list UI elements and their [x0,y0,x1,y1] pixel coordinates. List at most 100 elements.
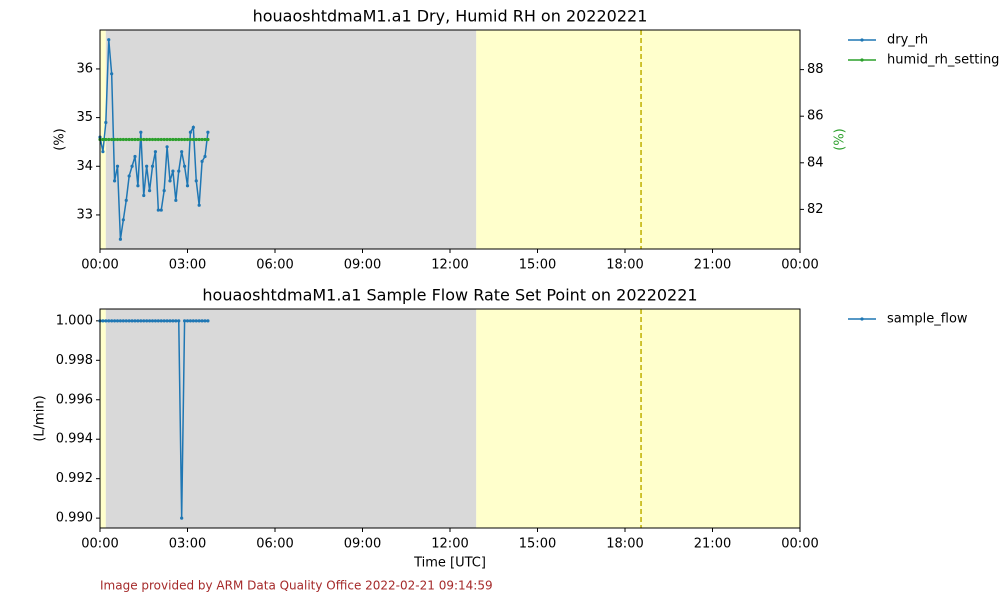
data-point [121,137,125,142]
x-tick-label: 15:00 [519,258,556,273]
data-point [162,319,166,323]
y-tick-label: 0.992 [56,471,93,486]
data-point [147,189,152,193]
x-axis-label: Time [UTC] [413,556,486,571]
data-point [174,198,178,202]
data-point [180,137,184,142]
y-tick-label: 0.996 [56,392,93,407]
data-point [124,198,128,202]
x-tick-label: 21:00 [694,537,731,552]
data-point [133,319,137,323]
series-line [99,39,209,240]
data-point [171,137,175,142]
x-tick-label: 18:00 [606,258,643,273]
data-point [147,319,152,323]
data-point [130,319,134,323]
x-tick-label: 00:00 [81,537,118,552]
data-point [191,319,195,323]
data-point [156,137,160,142]
data-point [118,237,123,241]
data-point [112,319,117,323]
data-point [118,319,123,323]
data-point [177,319,181,323]
data-point [180,516,184,520]
data-point [177,137,181,142]
x-tick-label: 00:00 [781,258,818,273]
data-point [200,159,204,163]
x-tick-label: 00:00 [81,258,118,273]
y-tick-label: 0.994 [56,432,93,447]
data-point [142,137,146,142]
data-point [182,137,187,142]
plot-frame [99,29,801,250]
data-point [191,137,195,142]
data-point [150,137,155,142]
data-point [121,218,125,222]
data-point [118,137,123,142]
data-point [203,137,207,142]
data-point [159,208,163,212]
data-point [112,137,117,142]
data-point [153,150,158,154]
data-point [130,137,134,142]
data-point [130,164,134,168]
x-tick-label: 09:00 [344,537,381,552]
x-tick-label: 00:00 [781,537,818,552]
data-point [115,164,120,168]
x-tick-label: 15:00 [519,537,556,552]
data-point [101,319,105,323]
data-point [112,179,117,183]
data-point [110,137,114,142]
y-tick-label: 35 [76,110,93,125]
chart-title: houaoshtdmaM1.a1 Sample Flow Rate Set Po… [202,286,697,305]
y2-axis-label: (%) [833,128,848,151]
data-point [206,130,210,134]
data-point [115,319,120,323]
data-point [104,137,108,142]
y-tick-label: 0.990 [56,511,93,526]
data-point [177,169,181,173]
data-point [182,319,187,323]
data-point [185,184,190,188]
footer: Image provided by ARM Data Quality Offic… [100,579,493,593]
data-point [165,137,169,142]
data-point [133,154,137,159]
data-point [139,130,143,134]
data-point [194,319,198,323]
chart-title: houaoshtdmaM1.a1 Dry, Humid RH on 202202… [253,7,648,26]
data-point [136,137,140,142]
data-point [145,164,149,168]
data-point [139,319,143,323]
y-axis-label: (%) [53,128,68,151]
data-point [124,319,128,323]
data-point [185,319,190,323]
y-tick-label: 1.000 [56,313,93,328]
data-point [104,319,108,323]
data-point [147,137,152,142]
data-point [104,120,108,125]
x-tick-label: 06:00 [256,537,293,552]
data-point [194,179,198,183]
data-point [101,137,105,142]
x-tick-label: 03:00 [169,258,206,273]
y-tick-label: 33 [76,207,93,222]
data-point [159,137,163,142]
data-point [168,319,172,323]
y2-tick-label: 86 [807,109,824,124]
x-tick-label: 09:00 [344,258,381,273]
data-point [127,319,131,323]
data-point [139,137,143,142]
y-tick-label: 0.998 [56,353,93,368]
data-point [165,145,169,149]
data-point [142,319,146,323]
data-point [121,319,125,323]
shaded-region [476,309,800,528]
data-point [182,164,187,168]
legend-marker [860,38,864,42]
data-point [133,137,137,142]
data-point [136,184,140,188]
data-point [165,319,169,323]
data-point [150,164,155,168]
data-point [197,319,201,323]
